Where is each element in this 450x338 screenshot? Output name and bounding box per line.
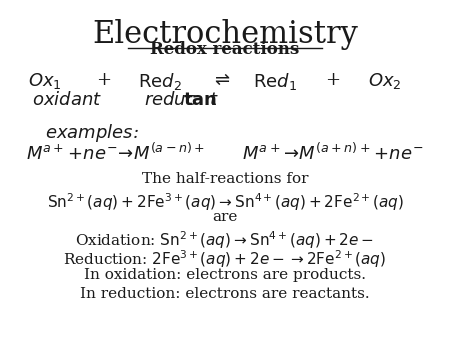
Text: $\mathit{Ox}_{1}$: $\mathit{Ox}_{1}$	[28, 71, 62, 91]
Text: Reduction: $2\mathrm{Fe}^{3+}(aq)+2e-\rightarrow 2\mathrm{Fe}^{2+}(aq)$: Reduction: $2\mathrm{Fe}^{3+}(aq)+2e-\ri…	[63, 248, 387, 270]
Text: Redox reactions: Redox reactions	[150, 41, 300, 57]
Text: Electrochemistry: Electrochemistry	[92, 19, 358, 50]
Text: $\mathit{reduc}$: $\mathit{reduc}$	[144, 91, 197, 109]
Text: $\mathrm{Re}\mathit{d}_{2}$: $\mathrm{Re}\mathit{d}_{2}$	[138, 71, 182, 92]
Text: $\mathbf{tan}$: $\mathbf{tan}$	[183, 91, 217, 109]
Text: Oxidation: $\mathrm{Sn}^{2+}(aq)\rightarrow\mathrm{Sn}^{4+}(aq)+2e-$: Oxidation: $\mathrm{Sn}^{2+}(aq)\rightar…	[76, 229, 374, 251]
Text: $\mathit{examples}$:: $\mathit{examples}$:	[45, 122, 139, 144]
Text: $\rightleftharpoons$: $\rightleftharpoons$	[211, 71, 230, 89]
Text: $\mathrm{Sn}^{2+}(aq)+2\mathrm{Fe}^{3+}(aq)\rightarrow\mathrm{Sn}^{4+}(aq)+2\mat: $\mathrm{Sn}^{2+}(aq)+2\mathrm{Fe}^{3+}(…	[46, 191, 404, 213]
Text: $\mathit{Ox}_{2}$: $\mathit{Ox}_{2}$	[368, 71, 401, 91]
Text: $\mathit{t}$: $\mathit{t}$	[209, 91, 219, 109]
Text: The half-reactions for: The half-reactions for	[142, 172, 308, 186]
Text: In reduction: electrons are reactants.: In reduction: electrons are reactants.	[80, 287, 370, 300]
Text: are: are	[212, 210, 238, 224]
Text: $\mathit{oxidant}$: $\mathit{oxidant}$	[32, 91, 102, 109]
Text: $\mathrm{Re}\mathit{d}_{1}$: $\mathrm{Re}\mathit{d}_{1}$	[252, 71, 297, 92]
Text: $M^{a+}\!+\!ne^{-}\!\rightarrow\!M^{(a-n)+}$$\quad\quad$$M^{a+}\!\rightarrow\!M^: $M^{a+}\!+\!ne^{-}\!\rightarrow\!M^{(a-n…	[26, 143, 424, 164]
Text: +: +	[96, 71, 111, 89]
Text: +: +	[325, 71, 341, 89]
Text: In oxidation: electrons are products.: In oxidation: electrons are products.	[84, 268, 366, 282]
